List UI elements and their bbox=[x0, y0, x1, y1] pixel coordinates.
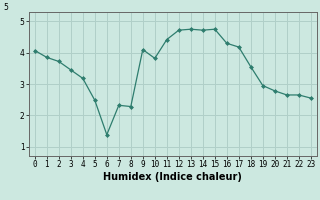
Text: 5: 5 bbox=[3, 3, 8, 12]
X-axis label: Humidex (Indice chaleur): Humidex (Indice chaleur) bbox=[103, 172, 242, 182]
